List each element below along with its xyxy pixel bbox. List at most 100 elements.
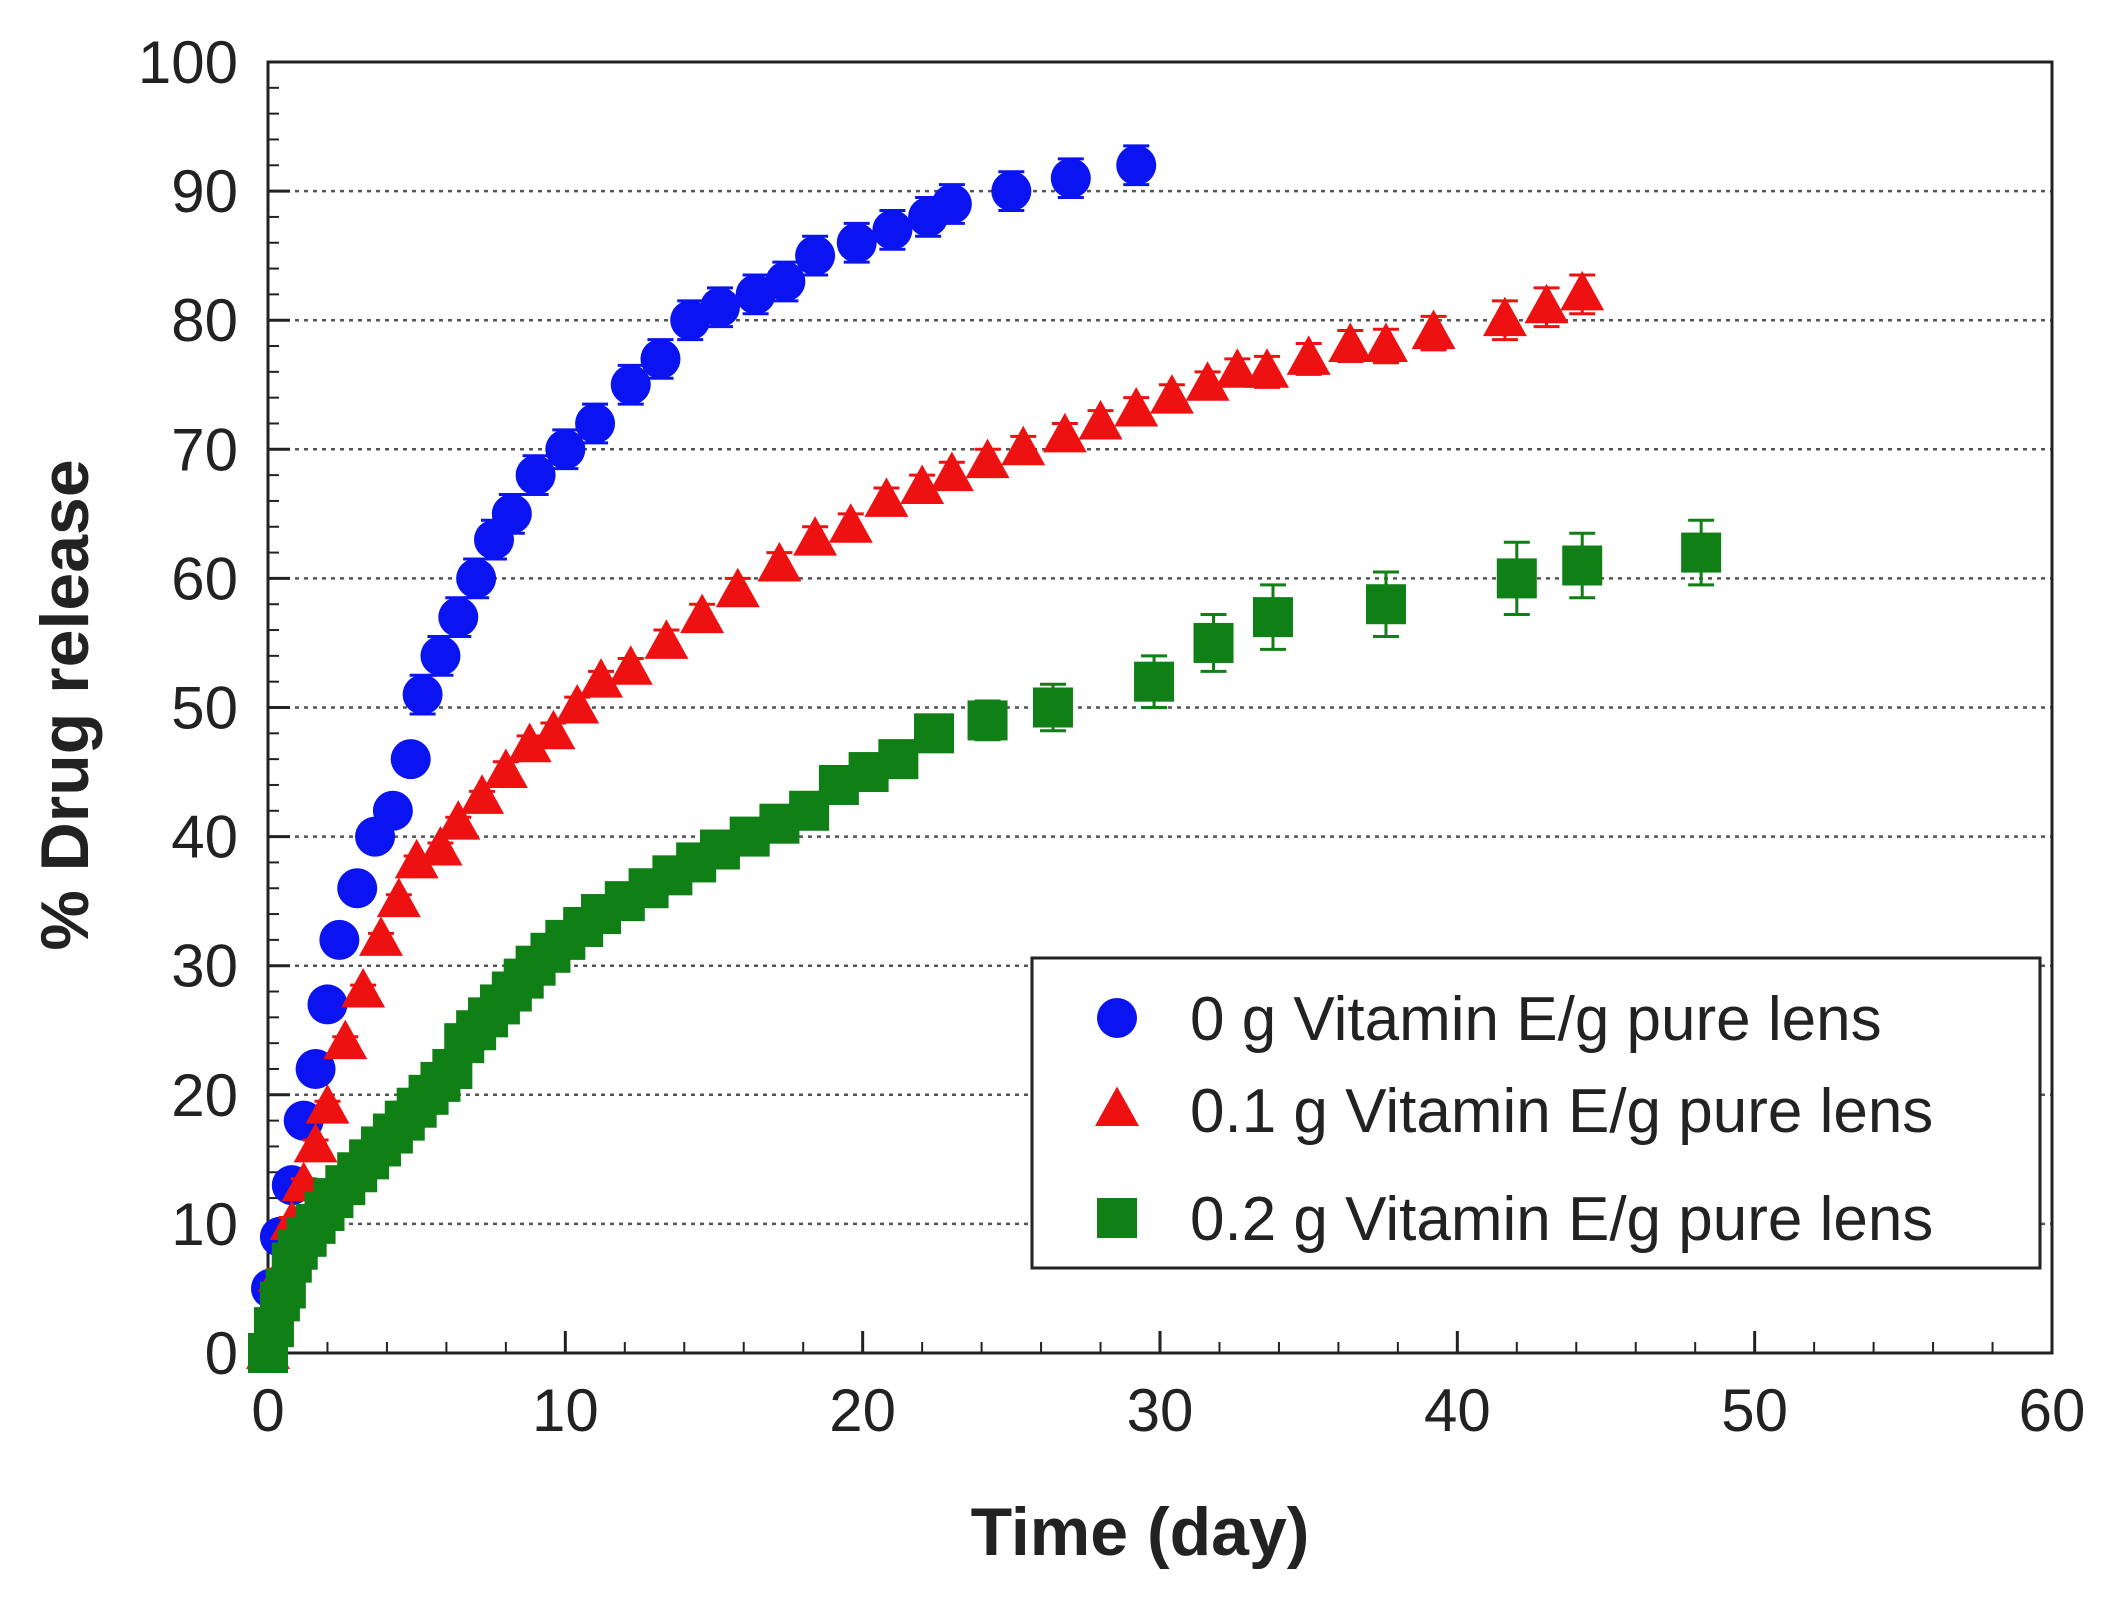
data-point bbox=[420, 635, 461, 676]
data-point bbox=[610, 364, 651, 405]
legend-marker-1 bbox=[1095, 1086, 1139, 1126]
data-point bbox=[1042, 412, 1087, 453]
data-point bbox=[991, 171, 1032, 212]
x-axis-title: Time (day) bbox=[971, 1494, 1310, 1570]
data-point bbox=[757, 541, 802, 582]
data-point bbox=[418, 825, 463, 866]
data-point bbox=[305, 1084, 350, 1124]
data-point bbox=[765, 261, 806, 302]
data-point bbox=[828, 503, 873, 543]
data-point bbox=[1185, 361, 1230, 401]
y-tick-label-50: 50 bbox=[171, 675, 238, 742]
data-point bbox=[1149, 374, 1194, 414]
data-point bbox=[715, 567, 760, 608]
data-point bbox=[438, 597, 479, 638]
data-point bbox=[644, 619, 689, 659]
data-point bbox=[1482, 296, 1527, 337]
data-point bbox=[1114, 387, 1159, 427]
data-point bbox=[1252, 597, 1293, 638]
data-point bbox=[1215, 348, 1260, 388]
data-point bbox=[545, 429, 586, 470]
x-tick-label-20: 20 bbox=[829, 1377, 896, 1444]
data-point bbox=[640, 338, 681, 379]
x-tick-label-10: 10 bbox=[532, 1377, 599, 1444]
plot-area bbox=[246, 144, 1722, 1373]
data-point bbox=[864, 477, 909, 517]
data-point bbox=[293, 1122, 338, 1163]
y-tick-label-40: 40 bbox=[171, 804, 238, 871]
data-point bbox=[914, 713, 955, 754]
data-point bbox=[793, 516, 838, 556]
axes: 0 10 20 30 40 50 60 70 80 90 100 0 10 20 30 40 50 60 bbox=[138, 29, 2085, 1444]
data-point bbox=[1363, 322, 1408, 362]
data-point bbox=[460, 774, 505, 814]
data-point bbox=[579, 658, 624, 698]
y-tick-label-70: 70 bbox=[171, 416, 238, 483]
x-tick-label-50: 50 bbox=[1721, 1377, 1788, 1444]
data-point bbox=[1286, 335, 1331, 375]
data-point bbox=[394, 838, 439, 879]
y-tick-label-60: 60 bbox=[171, 545, 238, 612]
y-tick-label-30: 30 bbox=[171, 933, 238, 1000]
data-point bbox=[341, 967, 386, 1008]
legend-label-0: 0 g Vitamin E/g pure lens bbox=[1190, 985, 1882, 1054]
legend-label-1: 0.1 g Vitamin E/g pure lens bbox=[1190, 1077, 1933, 1146]
x-tick-label-40: 40 bbox=[1424, 1377, 1491, 1444]
legend: 0 g Vitamin E/g pure lens 0.1 g Vitamin E… bbox=[1030, 956, 2042, 1270]
data-point bbox=[1050, 158, 1091, 199]
data-point bbox=[402, 674, 443, 715]
y-tick-label-90: 90 bbox=[171, 158, 238, 225]
data-point bbox=[456, 558, 497, 599]
data-point bbox=[608, 645, 653, 685]
legend-marker-2 bbox=[1097, 1198, 1137, 1238]
data-point bbox=[1560, 270, 1605, 311]
data-point bbox=[699, 287, 740, 328]
data-point bbox=[1245, 348, 1290, 388]
y-tick-label-100: 100 bbox=[138, 29, 238, 96]
y-tick-label-0: 0 bbox=[205, 1320, 238, 1387]
data-point bbox=[1116, 145, 1157, 186]
x-tick-label-0: 0 bbox=[251, 1377, 284, 1444]
data-point bbox=[323, 1019, 368, 1060]
data-point bbox=[929, 451, 974, 492]
data-point bbox=[372, 790, 413, 831]
y-axis-title: % Drug release bbox=[27, 459, 103, 950]
data-point bbox=[575, 403, 616, 444]
data-point bbox=[1134, 661, 1175, 702]
data-point bbox=[967, 700, 1008, 741]
data-point bbox=[900, 464, 945, 504]
y-tick-label-10: 10 bbox=[171, 1191, 238, 1258]
data-point bbox=[307, 984, 348, 1025]
data-point bbox=[872, 209, 913, 250]
data-point bbox=[483, 748, 528, 789]
data-point bbox=[337, 868, 378, 909]
data-point bbox=[1562, 545, 1603, 586]
data-point bbox=[319, 919, 360, 960]
legend-box bbox=[1030, 956, 2042, 1270]
data-point bbox=[965, 438, 1010, 479]
data-point bbox=[515, 455, 556, 496]
legend-label-2: 0.2 g Vitamin E/g pure lens bbox=[1190, 1185, 1933, 1254]
data-point bbox=[507, 722, 552, 763]
data-point bbox=[1001, 425, 1046, 466]
data-point bbox=[1078, 399, 1123, 440]
data-point bbox=[1681, 532, 1722, 573]
y-tick-label-80: 80 bbox=[171, 287, 238, 354]
legend-marker-0 bbox=[1097, 998, 1137, 1038]
x-tick-label-30: 30 bbox=[1127, 1377, 1194, 1444]
data-point bbox=[1032, 687, 1073, 728]
series-2 bbox=[248, 518, 1722, 1373]
data-point bbox=[1193, 622, 1234, 663]
x-tick-label-60: 60 bbox=[2019, 1377, 2086, 1444]
data-point bbox=[531, 709, 576, 750]
data-point bbox=[1496, 558, 1537, 599]
data-point bbox=[491, 493, 532, 534]
data-point bbox=[878, 739, 919, 780]
data-point bbox=[795, 235, 836, 276]
data-point bbox=[376, 877, 421, 918]
series-0 bbox=[250, 144, 1157, 1309]
data-point bbox=[1524, 283, 1569, 324]
data-point bbox=[555, 683, 600, 724]
data-point bbox=[436, 800, 481, 840]
